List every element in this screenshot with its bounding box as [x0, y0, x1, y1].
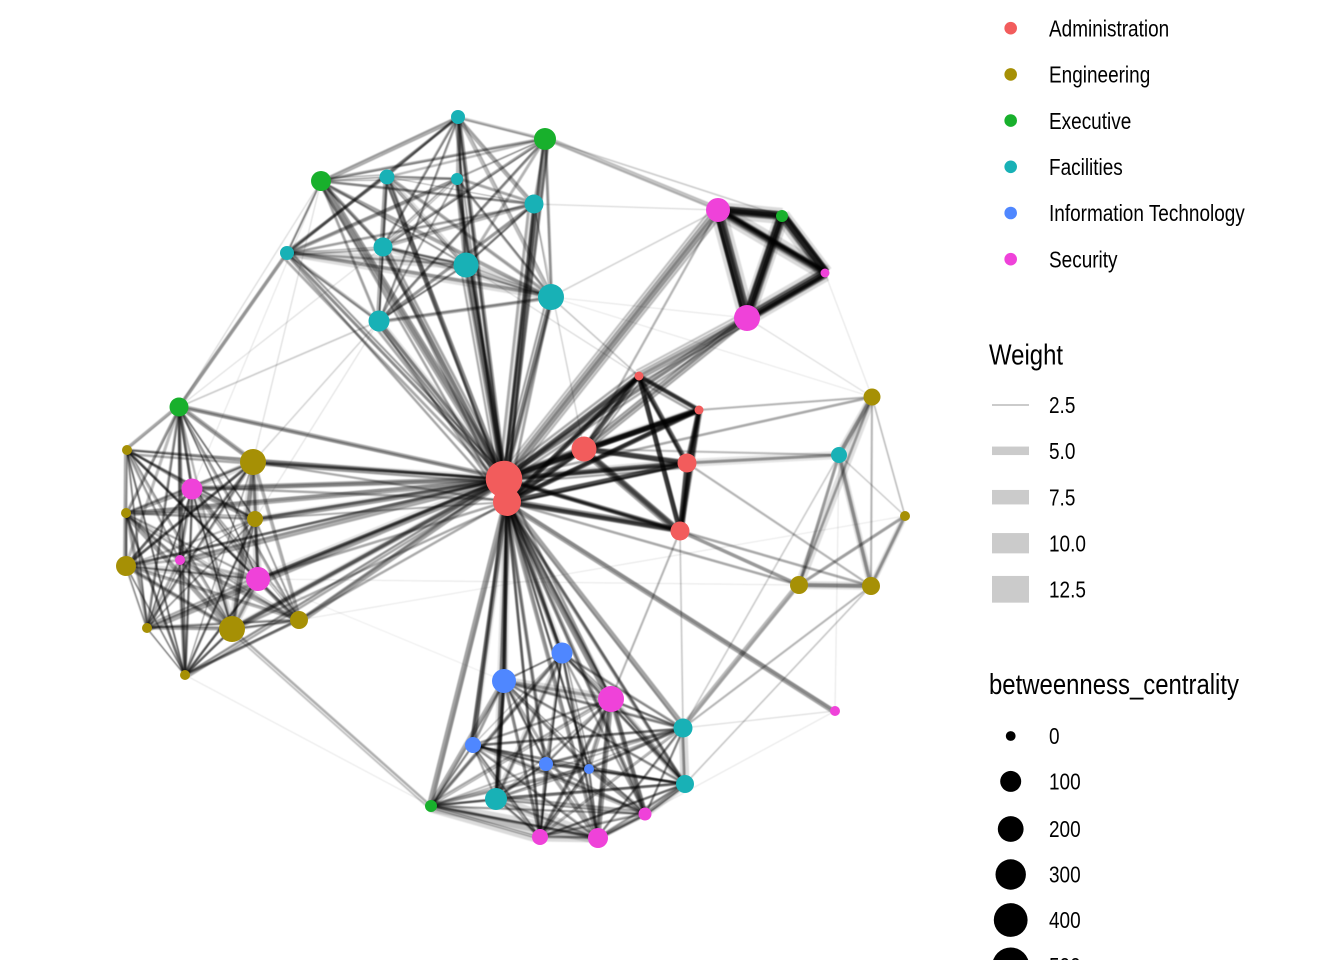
- svg-text:Weight: Weight: [989, 338, 1064, 371]
- svg-text:Engineering: Engineering: [1049, 63, 1150, 88]
- svg-text:5.0: 5.0: [1049, 439, 1075, 464]
- svg-text:100: 100: [1049, 770, 1081, 795]
- svg-text:400: 400: [1049, 909, 1081, 934]
- svg-text:500: 500: [1049, 955, 1081, 960]
- svg-text:10.0: 10.0: [1049, 532, 1086, 557]
- svg-text:0: 0: [1049, 725, 1060, 750]
- svg-text:300: 300: [1049, 863, 1081, 888]
- svg-text:7.5: 7.5: [1049, 486, 1075, 511]
- svg-text:Security: Security: [1049, 248, 1118, 273]
- svg-text:betweenness_centrality: betweenness_centrality: [989, 668, 1240, 701]
- svg-text:Administration: Administration: [1049, 17, 1169, 42]
- svg-text:Information Technology: Information Technology: [1049, 202, 1245, 227]
- svg-text:Executive: Executive: [1049, 109, 1131, 134]
- svg-text:Facilities: Facilities: [1049, 155, 1123, 180]
- svg-text:2.5: 2.5: [1049, 394, 1075, 419]
- svg-text:12.5: 12.5: [1049, 578, 1086, 603]
- svg-text:200: 200: [1049, 818, 1081, 843]
